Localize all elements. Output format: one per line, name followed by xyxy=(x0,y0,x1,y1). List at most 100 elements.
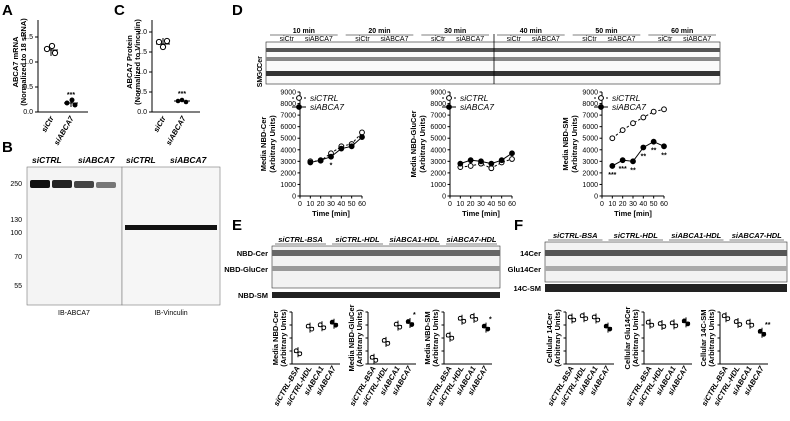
x-axis-label: Time [min] xyxy=(312,209,350,218)
data-point xyxy=(369,354,375,360)
panel-d-lane-label: siABCA7 xyxy=(683,36,711,43)
y-tick-label: 9000 xyxy=(430,90,446,97)
dot-chart-6: Cellular 14Cer (Arbitrary Units)siCTRL-BS… xyxy=(545,309,614,408)
panel-d-lane-label: siABCA7 xyxy=(532,36,560,43)
data-point xyxy=(485,326,491,332)
data-point xyxy=(488,165,495,172)
y-axis-label: Media NBD-GluCer xyxy=(409,110,418,177)
x-tick-label: 30 xyxy=(477,201,485,208)
panel-c-ylabel-2: (Normalized to Vinculin) xyxy=(133,19,142,105)
panel-b-marker-130: 130 xyxy=(10,217,22,224)
panel-letter-a: A xyxy=(2,2,13,19)
x-tick-label: 40 xyxy=(337,201,345,208)
data-point xyxy=(609,163,616,169)
panel-f-tlc: 14Cer Glu14Cer 14C-SM siCTRL-BSA siCTRL-H… xyxy=(508,231,788,293)
y-tick-label: 7000 xyxy=(582,113,598,120)
data-point xyxy=(619,157,626,164)
panel-a-dotplot: ABCA7 mRNA (Normalized to 18 sRNA) 0.0 0… xyxy=(11,18,88,147)
y-tick-label: 7000 xyxy=(280,113,296,120)
significance-label: ** xyxy=(765,322,771,329)
data-point xyxy=(338,145,345,152)
legend-swatch-marker xyxy=(296,104,302,110)
x-tick-label: 60 xyxy=(358,201,366,208)
dot-chart-4: Media NBD-GluCer (Arbitrary Units)siCTRL-… xyxy=(347,304,416,408)
y-axis-label: Cellular 14Cer xyxy=(545,313,554,364)
dot-chart-8: Cellular 14C-SM (Arbitrary Units)siCTRL-B… xyxy=(699,309,771,408)
panel-d-row-label-gc: GC xyxy=(257,67,264,78)
panel-c-ytick-1: 0.5 xyxy=(137,89,147,96)
panel-b-caption-right: IB-Vinculin xyxy=(154,310,187,317)
panel-b-blot-abca7 xyxy=(26,166,123,306)
significance-label: * xyxy=(330,163,333,170)
panel-b-caption-left: IB-ABCA7 xyxy=(58,310,90,317)
y-tick-label: 0 xyxy=(442,194,446,201)
y-tick-label: 1000 xyxy=(430,182,446,189)
y-tick-label: 4000 xyxy=(430,147,446,154)
data-point xyxy=(733,319,739,324)
significance-label: * xyxy=(413,312,416,319)
legend-label: siABCA7 xyxy=(460,102,494,112)
legend-swatch-marker xyxy=(598,104,604,110)
data-point xyxy=(661,106,667,113)
data-point xyxy=(583,316,589,322)
data-point xyxy=(457,160,464,167)
data-point xyxy=(650,138,657,145)
line-chart-1: 0 1000 2000 3000 4000 5000 6000 7000 8000 9000 0 10… xyxy=(409,90,516,219)
panel-d-time-label: 30 min xyxy=(444,28,466,35)
panel-b-marker-70: 70 xyxy=(14,254,22,261)
data-point xyxy=(681,318,687,324)
panel-letter-f: F xyxy=(514,217,523,234)
data-point xyxy=(457,315,463,321)
y-tick-label: 5000 xyxy=(430,136,446,143)
legend-label: siABCA7 xyxy=(612,102,646,112)
data-point xyxy=(467,163,474,169)
blot-group-label: siCTRL-HDL xyxy=(614,231,659,240)
data-point xyxy=(328,153,334,160)
data-point xyxy=(473,316,479,322)
data-point xyxy=(469,313,475,319)
x-tick-label: 60 xyxy=(660,201,668,208)
data-point xyxy=(661,143,667,150)
legend-swatch-marker xyxy=(598,95,604,101)
y-tick-label: 2000 xyxy=(280,170,296,177)
data-point xyxy=(595,317,601,323)
panel-b-lane-left-1: siCTRL xyxy=(32,155,62,165)
data-point xyxy=(445,332,451,338)
x-tick-label: 20 xyxy=(619,201,627,208)
panel-f-row-label-glucer: Glu14Cer xyxy=(508,265,541,274)
line-chart-2: 0 1000 2000 3000 4000 5000 6000 7000 8000 9000 0 10… xyxy=(561,90,668,219)
y-tick-label: 4000 xyxy=(280,147,296,154)
data-point xyxy=(609,135,616,142)
x-tick-label: 10 xyxy=(456,201,464,208)
panel-e-tlc: NBD-Cer NBD-GluCer NBD-SM siCTRL-BSA siCT… xyxy=(224,235,501,300)
y-tick-label: 2000 xyxy=(582,170,598,177)
x-tick-label: 40 xyxy=(487,201,495,208)
blot-group-label: siABCA1-HDL xyxy=(671,231,721,240)
line-chart-0: 0 1000 2000 3000 4000 5000 6000 7000 8000 9000 0 10… xyxy=(259,90,366,219)
y-axis-label: (Arbitrary Units) xyxy=(355,309,364,367)
y-axis-label: (Arbitrary Units) xyxy=(707,309,716,367)
data-point xyxy=(685,321,691,327)
y-axis-label: (Arbitrary Units) xyxy=(431,309,440,367)
data-point xyxy=(317,157,324,164)
panel-a-group-2: siABCA7 xyxy=(52,114,76,147)
data-point xyxy=(329,319,335,325)
panel-d-row-label-sm: SM xyxy=(257,77,264,88)
y-tick-label: 2000 xyxy=(430,170,446,177)
panel-c-ytick-0: 0.0 xyxy=(137,109,147,116)
data-point xyxy=(749,322,755,328)
panel-f-row-label-cer: 14Cer xyxy=(520,249,541,258)
x-tick-label: 30 xyxy=(327,201,335,208)
data-point xyxy=(673,323,679,329)
data-point xyxy=(745,319,751,325)
y-tick-label: 7000 xyxy=(430,113,446,120)
panel-d-lane-label: siCtr xyxy=(431,36,446,43)
x-axis-label: Time [min] xyxy=(462,209,500,218)
y-tick-label: 6000 xyxy=(280,124,296,131)
panel-c-significance: *** xyxy=(178,91,186,98)
x-tick-label: 10 xyxy=(608,201,616,208)
data-point xyxy=(761,331,767,337)
y-tick-label: 5000 xyxy=(280,136,296,143)
blot-group-label: siCTRL-BSA xyxy=(553,231,598,240)
